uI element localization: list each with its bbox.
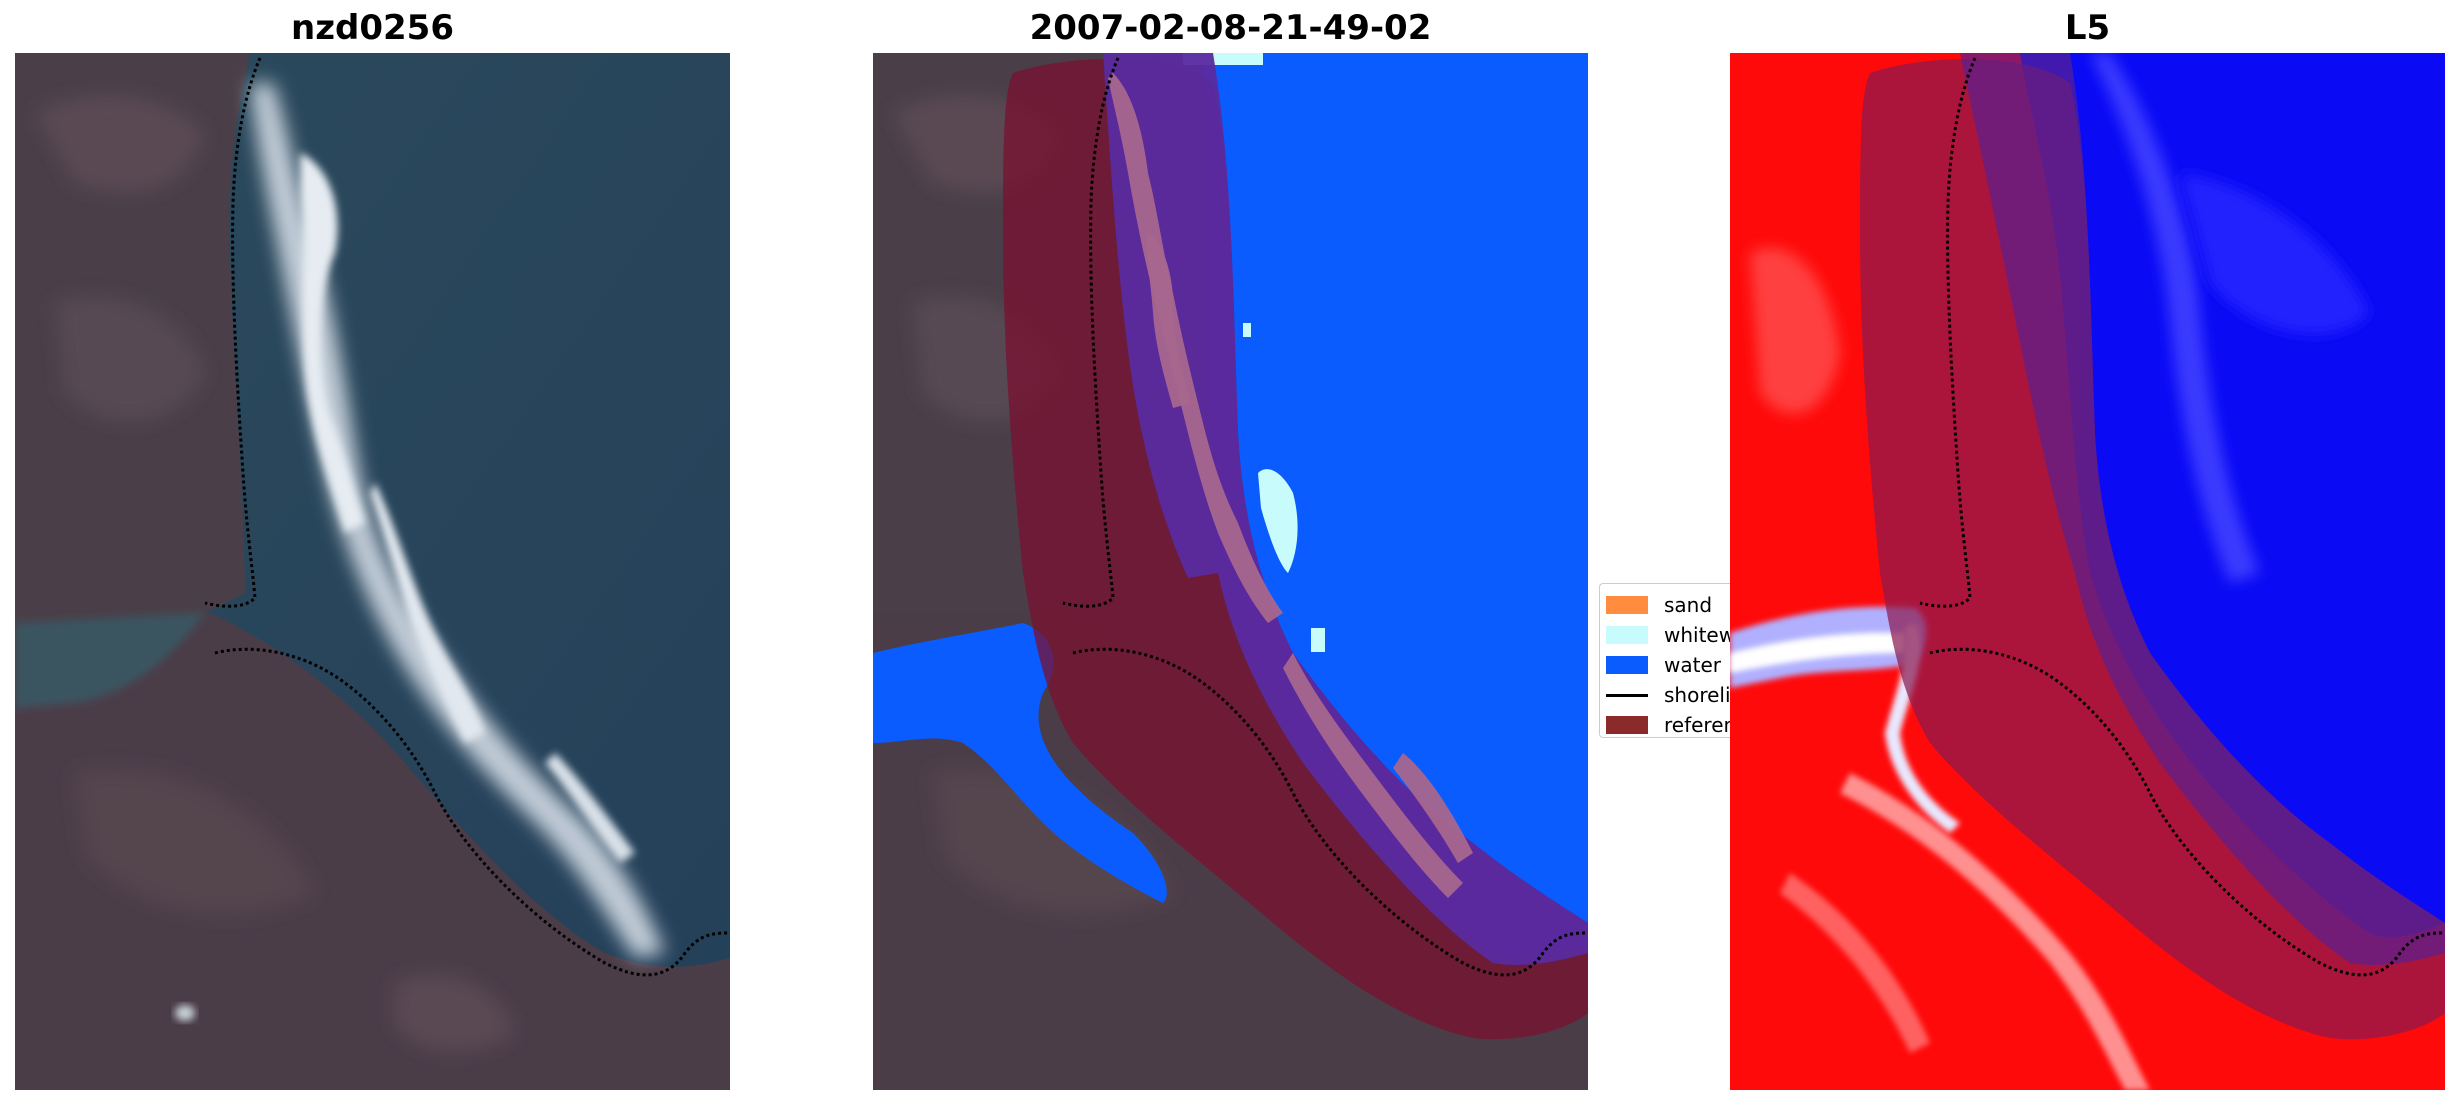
panel-title-index: L5 (2064, 8, 2111, 48)
legend-label-water: water (1664, 653, 1721, 677)
index-map (1730, 53, 2445, 1090)
shoreline-lower (1929, 647, 2445, 977)
shoreline-upper (1062, 57, 1120, 608)
reference-swatch (1606, 716, 1648, 734)
water-swatch (1606, 656, 1648, 674)
shoreline-lower (214, 647, 730, 977)
legend-item-water: water (1600, 650, 1730, 680)
whitewater-swatch (1606, 626, 1648, 644)
shoreline-upper (1919, 57, 1977, 608)
water-class-estuary (873, 623, 1167, 903)
sand-swatch (1606, 596, 1648, 614)
classification-map (873, 53, 1588, 1090)
shoreline-line-swatch (1606, 693, 1648, 697)
index-panel (1730, 53, 2445, 1090)
reference-buffer (1860, 59, 2445, 1040)
whitewater-patch-middle (1258, 469, 1298, 573)
panel-title-classification-date: 2007-02-08-21-49-02 (1029, 8, 1432, 48)
legend-label-shoreline: shoreline (1664, 683, 1730, 707)
shoreline-lower (1072, 647, 1588, 977)
legend-label-sand: sand (1664, 593, 1713, 617)
legend-item-shoreline: shoreline (1600, 680, 1730, 710)
classification-panel (873, 53, 1588, 1090)
shoreline-upper (204, 57, 262, 608)
overlap-water-reference (1103, 53, 1588, 965)
satellite-image-panel (15, 53, 730, 1090)
legend-item-reference: reference (1600, 710, 1730, 737)
panel-title-satellite-site: nzd0256 (291, 8, 454, 48)
satellite-image (15, 53, 730, 1090)
legend-item-sand: sand (1600, 590, 1730, 620)
legend-label-reference: reference (1664, 713, 1730, 737)
